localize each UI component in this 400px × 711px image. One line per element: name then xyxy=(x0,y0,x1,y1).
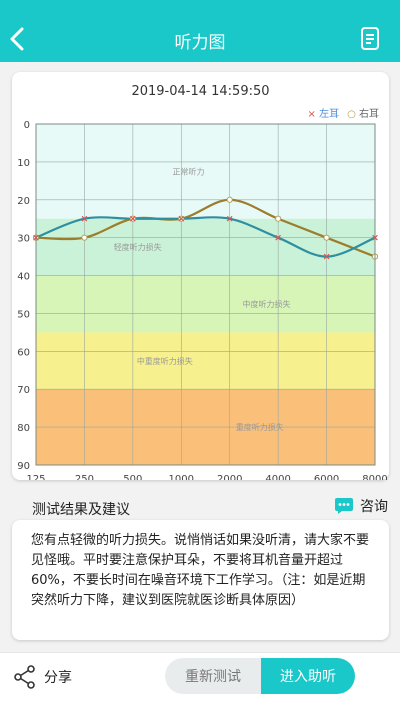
zone-band xyxy=(36,218,375,276)
left-ear-point xyxy=(178,215,185,222)
right-ear-point xyxy=(81,234,88,241)
left-ear-point xyxy=(81,215,88,222)
chat-icon xyxy=(335,498,353,514)
enter-hearing-aid-button[interactable]: 进入助听 xyxy=(261,658,355,694)
y-tick-label: 0 xyxy=(24,120,30,131)
y-tick-label: 60 xyxy=(17,347,30,358)
audiogram-card: 2019-04-14 14:59:50 × 左耳 ○ 右耳 正常听力轻度听力损失… xyxy=(12,72,389,480)
bottom-bar: 分享 重新测试 进入助听 xyxy=(0,652,400,711)
test-timestamp: 2019-04-14 14:59:50 xyxy=(131,84,270,99)
x-tick-label: 8000 xyxy=(362,474,387,480)
zone-label: 正常听力 xyxy=(173,166,205,176)
zone-band xyxy=(36,275,375,333)
chevron-left-icon[interactable] xyxy=(6,25,30,53)
left-ear-marker: × xyxy=(307,109,316,120)
consult-button[interactable]: 咨询 xyxy=(334,496,388,516)
y-tick-label: 20 xyxy=(17,196,30,207)
left-ear-point xyxy=(226,215,233,222)
y-tick-label: 50 xyxy=(17,309,30,320)
section-title: 测试结果及建议 xyxy=(32,502,130,518)
zone-label: 中度听力损失 xyxy=(243,299,291,309)
y-tick-label: 30 xyxy=(17,234,30,245)
y-tick-label: 40 xyxy=(17,272,30,283)
zone-label: 中重度听力损失 xyxy=(137,356,193,366)
right-ear-point xyxy=(275,215,282,222)
share-icon xyxy=(14,665,35,689)
report-icon[interactable] xyxy=(360,26,382,52)
x-tick-label: 2000 xyxy=(217,474,242,480)
legend-left: × 左耳 xyxy=(307,109,340,120)
right-ear-point xyxy=(226,196,233,203)
left-ear-point xyxy=(130,215,136,222)
action-buttons: 重新测试 进入助听 xyxy=(165,658,355,694)
x-tick-label: 500 xyxy=(123,474,142,480)
left-ear-point xyxy=(323,253,330,260)
advice-text: 您有点轻微的听力损失。说悄悄话如果没听清，请大家不要见怪哦。平时要注意保护耳朵，… xyxy=(12,520,389,640)
app-header: 听力图 xyxy=(0,0,400,62)
y-tick-label: 10 xyxy=(17,158,30,169)
retest-button[interactable]: 重新测试 xyxy=(165,658,261,694)
zone-band xyxy=(36,332,375,390)
page-title: 听力图 xyxy=(174,33,226,53)
series-line xyxy=(35,198,376,258)
consult-label: 咨询 xyxy=(360,499,388,515)
zone-label: 轻度听力损失 xyxy=(114,242,162,252)
x-tick-label: 6000 xyxy=(314,474,339,480)
x-tick-label: 125 xyxy=(26,474,45,480)
y-tick-label: 80 xyxy=(17,423,30,434)
share-button[interactable]: 分享 xyxy=(14,665,72,689)
left-ear-point xyxy=(275,234,281,241)
legend-right: ○ 右耳 xyxy=(347,109,379,120)
zone-label: 重度听力损失 xyxy=(236,422,284,432)
x-tick-label: 4000 xyxy=(265,474,290,480)
y-tick-label: 70 xyxy=(17,385,30,396)
right-ear-point xyxy=(323,234,330,241)
x-tick-label: 250 xyxy=(75,474,94,480)
series-line xyxy=(35,216,376,258)
right-ear-marker: ○ xyxy=(347,109,356,120)
y-tick-label: 90 xyxy=(17,461,30,472)
chart-legend: × 左耳 ○ 右耳 xyxy=(308,105,380,120)
plot-frame xyxy=(35,123,376,466)
share-label: 分享 xyxy=(44,670,72,686)
x-tick-label: 1000 xyxy=(169,474,194,480)
zone-band xyxy=(36,124,375,219)
